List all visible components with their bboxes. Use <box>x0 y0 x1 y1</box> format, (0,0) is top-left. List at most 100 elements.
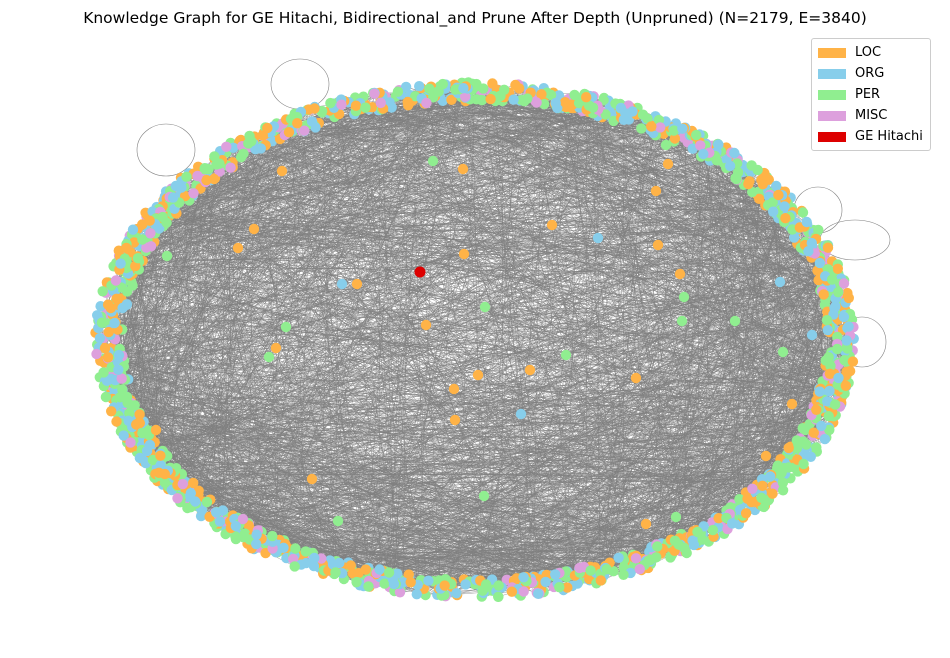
legend-entry-org: ORG <box>812 63 930 84</box>
graph-node <box>485 93 496 105</box>
graph-node <box>246 136 257 147</box>
graph-node <box>791 443 803 454</box>
graph-node <box>363 581 374 592</box>
graph-node <box>388 578 400 590</box>
graph-node <box>392 86 404 97</box>
graph-node <box>303 104 314 115</box>
graph-node <box>94 333 106 344</box>
graph-node <box>263 351 275 363</box>
graph-node <box>446 94 457 106</box>
graph-node <box>383 567 395 578</box>
graph-node <box>159 477 171 488</box>
graph-node <box>677 123 688 134</box>
graph-node <box>765 471 776 482</box>
graph-node <box>572 578 583 589</box>
graph-node <box>117 302 128 314</box>
graph-node <box>386 102 397 113</box>
graph-node <box>630 553 642 564</box>
legend-label-loc: LOC <box>855 45 882 60</box>
graph-node <box>562 582 573 593</box>
graph-node <box>100 391 112 403</box>
graph-node <box>841 335 852 346</box>
graph-node <box>843 321 854 332</box>
graph-node <box>724 160 736 172</box>
graph-node <box>711 155 722 166</box>
graph-node <box>306 116 318 127</box>
graph-node <box>825 360 836 372</box>
graph-node <box>559 97 571 108</box>
graph-node <box>251 538 262 550</box>
graph-node <box>806 329 818 341</box>
graph-node <box>840 380 851 391</box>
legend-swatch-org <box>818 68 846 79</box>
graph-node <box>345 560 356 571</box>
graph-node <box>134 417 145 429</box>
graph-node <box>767 488 778 499</box>
graph-node <box>777 485 789 496</box>
graph-node <box>640 518 652 530</box>
graph-node <box>478 490 490 502</box>
graph-node <box>117 384 128 395</box>
graph-node <box>190 496 201 507</box>
graph-node <box>299 125 310 136</box>
graph-node <box>289 561 300 572</box>
graph-node <box>238 148 249 159</box>
graph-node <box>161 250 173 262</box>
graph-node <box>92 310 103 321</box>
graph-node <box>808 427 819 438</box>
graph-node <box>141 445 153 457</box>
graph-node <box>814 386 825 397</box>
graph-node <box>822 396 833 407</box>
legend-entry-loc: LOC <box>812 42 930 63</box>
graph-node <box>96 317 108 328</box>
graph-node <box>678 291 690 303</box>
graph-node <box>822 242 834 253</box>
graph-node <box>595 575 606 586</box>
graph-node <box>439 580 450 591</box>
graph-node <box>113 349 125 361</box>
graph-node <box>783 462 794 473</box>
graph-node <box>106 406 117 417</box>
graph-node <box>238 532 249 543</box>
graph-node <box>479 301 491 313</box>
graph-node <box>448 383 460 395</box>
graph-node <box>458 248 470 260</box>
graph-node <box>493 580 504 591</box>
graph-node <box>669 133 681 144</box>
graph-node <box>574 562 585 574</box>
graph-node <box>826 274 838 285</box>
graph-node <box>760 450 772 462</box>
graph-node <box>101 375 113 386</box>
legend-label-org: ORG <box>855 66 885 81</box>
graph-node <box>309 552 320 564</box>
graph-node <box>797 207 809 218</box>
legend-swatch-per <box>818 89 846 100</box>
graph-node <box>687 535 698 546</box>
graph-node <box>330 567 341 578</box>
graph-node <box>824 385 835 397</box>
graph-node <box>618 114 629 126</box>
graph-node <box>652 541 663 552</box>
graph-node <box>420 319 432 331</box>
graph-node <box>192 170 203 182</box>
graph-node <box>214 516 226 527</box>
graph-node <box>210 507 222 518</box>
graph-node <box>403 100 414 111</box>
graph-node <box>757 179 768 190</box>
graph-node <box>137 234 148 245</box>
graph-node <box>506 586 518 597</box>
graph-node <box>746 160 757 171</box>
graph-node <box>634 564 645 575</box>
graph-node <box>292 118 303 129</box>
graph-node <box>732 167 744 178</box>
graph-node <box>262 122 273 134</box>
graph-node <box>681 547 692 559</box>
graph-node <box>150 424 162 436</box>
graph-node <box>771 180 782 192</box>
graph-node <box>740 508 752 519</box>
graph-node <box>437 78 448 90</box>
graph-node <box>471 94 482 105</box>
graph-node <box>753 193 765 204</box>
graph-node <box>188 477 199 489</box>
graph-node <box>816 420 827 432</box>
